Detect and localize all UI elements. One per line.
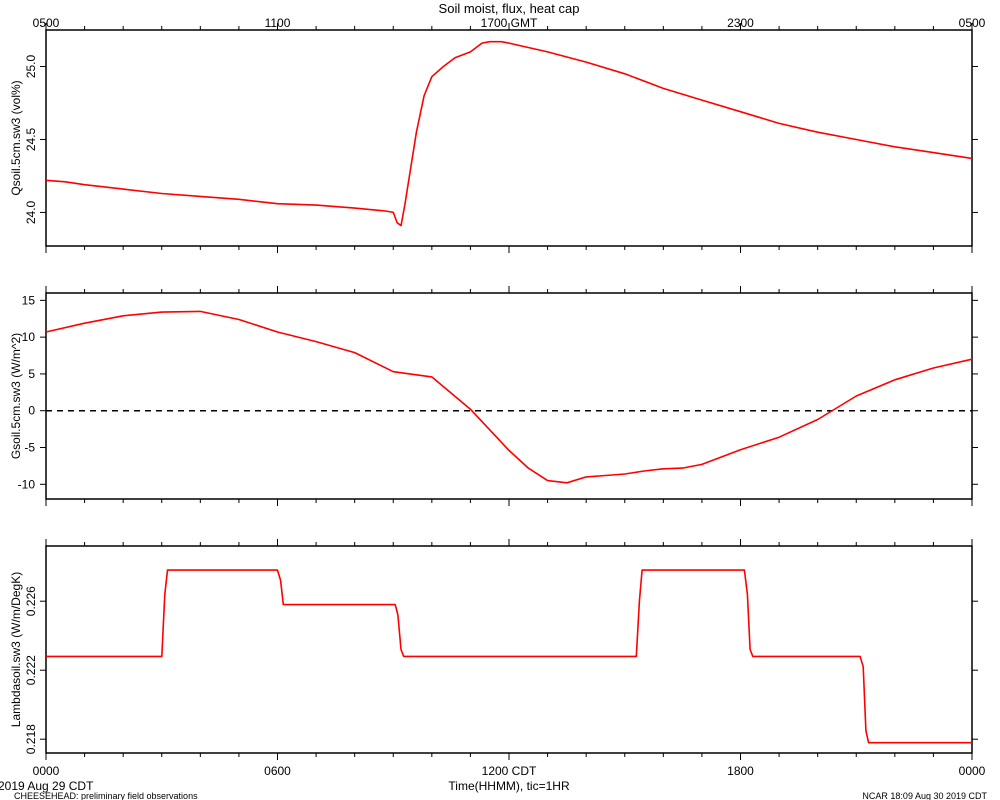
y-tick-label: 24.0 xyxy=(24,200,38,224)
y-tick-label: 5 xyxy=(28,367,35,381)
y-axis-label: Lambdasoil.sw3 (W/m/DegK) xyxy=(9,572,23,727)
series-line-panel-3 xyxy=(46,569,972,744)
top-tick-label: 1100 xyxy=(265,16,291,30)
start-date-label: 2019 Aug 29 CDT xyxy=(0,779,94,793)
bottom-time-axis: 0000 0600 1200 CDT 1800 0000 xyxy=(33,764,986,778)
top-tick-label: 0500 xyxy=(959,16,986,30)
panel-frame xyxy=(45,29,973,247)
footer-right-note: NCAR 18:09 Aug 30 2019 CDT xyxy=(862,791,987,800)
series-line-panel-2 xyxy=(45,310,973,484)
series-line-panel-1 xyxy=(45,40,973,227)
y-tick-label: 24.5 xyxy=(24,127,38,151)
bottom-tick-label: 1200 CDT xyxy=(482,764,537,778)
y-tick-label: 15 xyxy=(22,293,36,307)
y-tick-label: 25.0 xyxy=(24,54,38,78)
chart-title: Soil moist, flux, heat cap xyxy=(439,1,580,16)
top-time-axis: 0500 1100 1700 GMT 2300 0500 xyxy=(33,16,986,30)
bottom-tick-label: 0000 xyxy=(959,764,986,778)
panel-frame xyxy=(45,545,973,754)
y-axis-label: Qsoil.5cm.sw3 (vol%) xyxy=(9,80,23,195)
bottom-tick-label: 1800 xyxy=(727,764,754,778)
bottom-tick-label: 0600 xyxy=(264,764,291,778)
y-tick-label: 0.226 xyxy=(24,586,38,616)
y-axis-label: Gsoil.5cm.sw3 (W/m^2) xyxy=(9,333,23,459)
y-tick-label: 0 xyxy=(28,404,35,418)
y-tick-label: 0.218 xyxy=(24,724,38,754)
y-tick-label: 10 xyxy=(22,330,36,344)
x-axis-label: Time(HHMM), tic=1HR xyxy=(448,779,570,793)
top-tick-label: 1700 GMT xyxy=(481,16,538,30)
top-tick-label: 0500 xyxy=(33,16,60,30)
top-tick-label: 2300 xyxy=(727,16,754,30)
y-tick-label: -5 xyxy=(24,441,35,455)
y-tick-label: -10 xyxy=(18,477,36,491)
bottom-tick-label: 0000 xyxy=(33,764,60,778)
footer-left-note: CHEESEHEAD: preliminary field observatio… xyxy=(14,791,198,800)
panel-2: -10 -5 0 5 10 15 Gsoil.5cm.sw3 (W/m^2) xyxy=(9,286,978,506)
y-tick-label: 0.222 xyxy=(24,655,38,685)
panel-frame xyxy=(45,292,973,500)
